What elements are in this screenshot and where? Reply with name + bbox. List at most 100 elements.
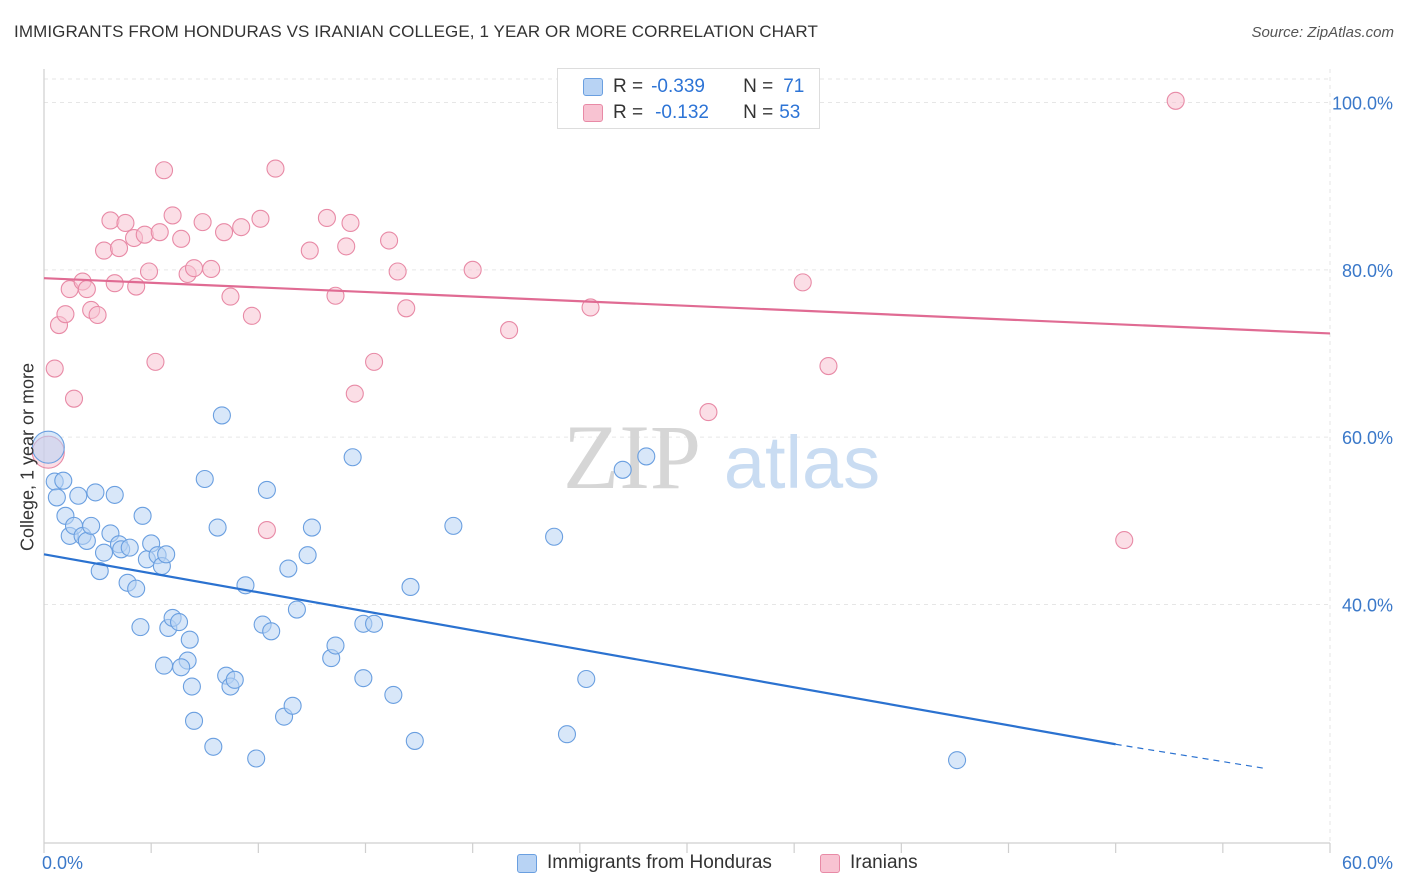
honduras-point: [133, 506, 152, 525]
honduras-point: [343, 448, 362, 467]
iranians-point: [127, 277, 146, 296]
y-tick-label: 80.0%: [1342, 261, 1393, 281]
iranians-point: [242, 306, 261, 325]
x-tick-label: 60.0%: [1342, 853, 1393, 873]
iranians-point: [135, 225, 154, 244]
honduras-point: [545, 527, 564, 546]
iranians-point: [154, 161, 174, 180]
iranians-point: [257, 521, 276, 540]
honduras-point: [405, 731, 424, 750]
iranians-point: [388, 262, 407, 281]
legend-n-label: N =: [743, 76, 774, 97]
honduras-point: [69, 486, 88, 505]
honduras-points: [31, 406, 967, 770]
watermark-zip: ZIP: [563, 406, 701, 508]
chart-title: IMMIGRANTS FROM HONDURAS VS IRANIAN COLL…: [14, 22, 818, 41]
iranians-point: [116, 213, 135, 233]
honduras-point: [444, 516, 463, 535]
iranians-point: [139, 262, 159, 281]
x-tick-label: 0.0%: [42, 853, 83, 873]
honduras-point: [195, 469, 214, 489]
tick-labels: 40.0% 60.0% 80.0% 100.0% 0.0% 60.0%: [42, 93, 1393, 873]
honduras-point: [257, 480, 276, 499]
honduras-point: [182, 677, 201, 696]
axes: [43, 69, 1331, 853]
honduras-point: [172, 658, 191, 677]
legend-n-label: N =: [743, 102, 774, 123]
honduras-swatch: [583, 78, 603, 96]
iranians-point: [1166, 91, 1185, 110]
iranians-point: [1115, 531, 1134, 550]
honduras-point: [948, 751, 967, 770]
iranians-point: [463, 260, 482, 279]
source-credit: Source: ZipAtlas.com: [1251, 24, 1394, 41]
honduras-trend-extension: [1115, 743, 1266, 770]
legend-r-label: R =: [613, 102, 644, 123]
iranians-point: [500, 321, 519, 340]
honduras-point: [31, 430, 65, 464]
honduras-point: [208, 518, 227, 537]
iranians-point: [397, 299, 416, 318]
honduras-point: [77, 531, 96, 550]
honduras-point: [47, 488, 66, 507]
honduras-point: [54, 471, 73, 490]
iranians-point: [202, 259, 221, 279]
iranians-trend-line: [43, 277, 1331, 335]
honduras-point: [384, 685, 403, 704]
honduras-trend-line: [43, 553, 1116, 746]
iranians-point: [232, 218, 251, 237]
iranians-point: [819, 356, 838, 376]
iranians-point: [300, 241, 319, 260]
iranians-point: [150, 223, 169, 242]
honduras-point: [637, 447, 656, 466]
legend-row-iranians: R = -0.132 N = 53: [558, 100, 800, 126]
iranians-point: [221, 287, 240, 306]
iranians-point: [214, 223, 234, 242]
honduras-point: [557, 725, 577, 744]
honduras-point: [365, 614, 384, 633]
honduras-point: [180, 630, 199, 649]
honduras-point: [354, 669, 373, 688]
iranians-point: [101, 211, 120, 230]
honduras-legend-swatch: [517, 853, 537, 873]
iranians-point: [345, 384, 364, 403]
honduras-point: [105, 485, 124, 504]
iranians-point: [64, 389, 84, 408]
honduras-point: [298, 546, 317, 565]
honduras-point: [120, 538, 139, 557]
iranians-point: [699, 403, 718, 422]
watermark-atlas: atlas: [724, 421, 880, 504]
iranians-point: [94, 241, 114, 260]
honduras-point: [169, 613, 189, 632]
honduras-point: [154, 656, 174, 675]
iranians-point: [251, 209, 270, 228]
iranians-swatch: [583, 104, 603, 122]
honduras-point: [225, 670, 244, 689]
legend-n-value: 71: [783, 76, 805, 97]
y-tick-label: 100.0%: [1332, 93, 1393, 113]
honduras-point: [279, 559, 298, 578]
honduras-point: [157, 545, 176, 564]
iranians-legend-swatch: [820, 853, 840, 873]
honduras-point: [283, 696, 302, 715]
iranians-point: [341, 213, 360, 233]
honduras-legend-label: Immigrants from Honduras: [547, 852, 772, 873]
iranians-point: [365, 352, 384, 371]
honduras-point: [577, 669, 596, 689]
honduras-point: [82, 516, 101, 535]
honduras-point: [212, 406, 231, 425]
trend-lines: [43, 277, 1331, 770]
bottom-legend-honduras: Immigrants from Honduras: [517, 852, 772, 874]
legend-r-value: -0.339: [651, 76, 705, 97]
iranians-point: [105, 274, 124, 293]
legend-r-value: -0.132: [655, 102, 709, 123]
iranians-point: [337, 237, 356, 256]
honduras-point: [302, 518, 321, 537]
honduras-point: [401, 577, 420, 597]
honduras-point: [90, 562, 109, 581]
iranians-point: [45, 359, 64, 378]
iranians-point: [793, 273, 812, 292]
honduras-point: [127, 579, 146, 598]
honduras-point: [131, 618, 150, 637]
iranians-point: [581, 298, 600, 317]
